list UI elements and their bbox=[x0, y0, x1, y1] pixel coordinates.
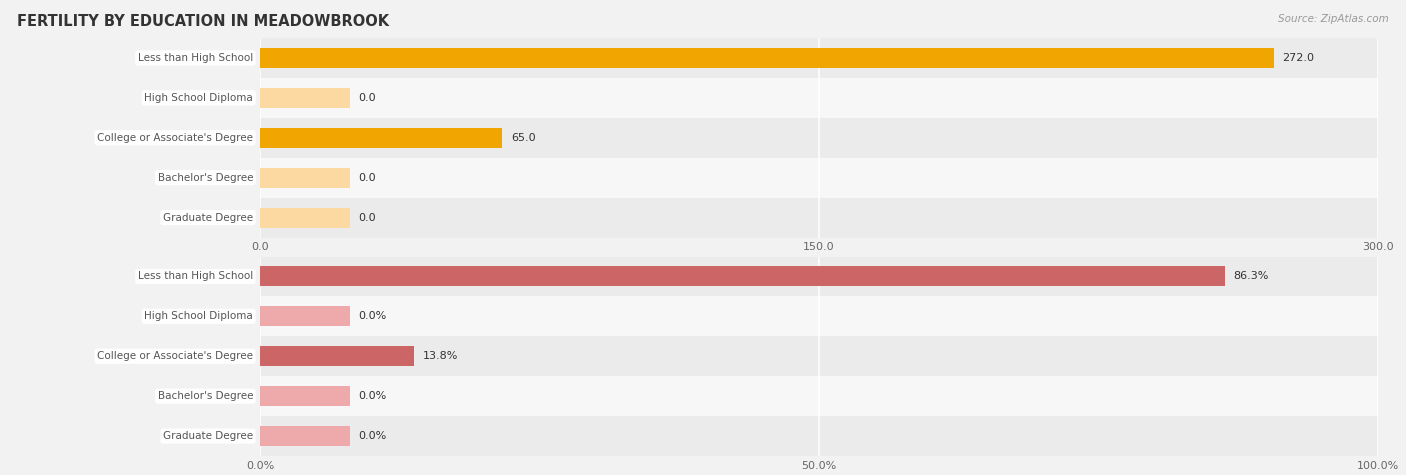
Text: 13.8%: 13.8% bbox=[423, 351, 458, 361]
Bar bbox=[260, 208, 350, 228]
Bar bbox=[260, 48, 1274, 68]
Text: Less than High School: Less than High School bbox=[138, 53, 253, 63]
Bar bbox=[260, 336, 1378, 376]
Bar bbox=[260, 78, 1378, 118]
Text: High School Diploma: High School Diploma bbox=[145, 93, 253, 103]
Bar bbox=[260, 376, 1378, 416]
Bar bbox=[260, 256, 1378, 296]
Bar bbox=[260, 168, 350, 188]
Bar bbox=[260, 128, 502, 148]
Text: High School Diploma: High School Diploma bbox=[145, 311, 253, 322]
Bar bbox=[260, 346, 350, 366]
Bar bbox=[260, 386, 350, 406]
Text: 86.3%: 86.3% bbox=[1233, 271, 1270, 282]
Text: Bachelor's Degree: Bachelor's Degree bbox=[157, 391, 253, 401]
Bar bbox=[260, 118, 1378, 158]
Bar bbox=[260, 158, 1378, 198]
Bar bbox=[260, 38, 1378, 78]
Text: 0.0: 0.0 bbox=[359, 93, 375, 103]
Text: Bachelor's Degree: Bachelor's Degree bbox=[157, 172, 253, 183]
Text: 65.0: 65.0 bbox=[512, 133, 536, 143]
Text: Less than High School: Less than High School bbox=[138, 271, 253, 282]
Bar bbox=[260, 346, 415, 366]
Bar bbox=[260, 88, 350, 108]
Text: Source: ZipAtlas.com: Source: ZipAtlas.com bbox=[1278, 14, 1389, 24]
Text: 0.0%: 0.0% bbox=[359, 391, 387, 401]
Bar bbox=[260, 198, 1378, 238]
Text: College or Associate's Degree: College or Associate's Degree bbox=[97, 351, 253, 361]
Text: 0.0: 0.0 bbox=[359, 212, 375, 223]
Bar bbox=[260, 266, 350, 286]
Text: College or Associate's Degree: College or Associate's Degree bbox=[97, 133, 253, 143]
Bar bbox=[260, 128, 350, 148]
Bar bbox=[260, 296, 1378, 336]
Bar bbox=[260, 266, 1225, 286]
Bar bbox=[260, 48, 350, 68]
Bar bbox=[260, 416, 1378, 456]
Text: 0.0%: 0.0% bbox=[359, 431, 387, 441]
Text: FERTILITY BY EDUCATION IN MEADOWBROOK: FERTILITY BY EDUCATION IN MEADOWBROOK bbox=[17, 14, 389, 29]
Bar bbox=[260, 426, 350, 446]
Bar bbox=[260, 306, 350, 326]
Text: 272.0: 272.0 bbox=[1282, 53, 1315, 63]
Text: 0.0%: 0.0% bbox=[359, 311, 387, 322]
Text: Graduate Degree: Graduate Degree bbox=[163, 212, 253, 223]
Text: Graduate Degree: Graduate Degree bbox=[163, 431, 253, 441]
Text: 0.0: 0.0 bbox=[359, 172, 375, 183]
